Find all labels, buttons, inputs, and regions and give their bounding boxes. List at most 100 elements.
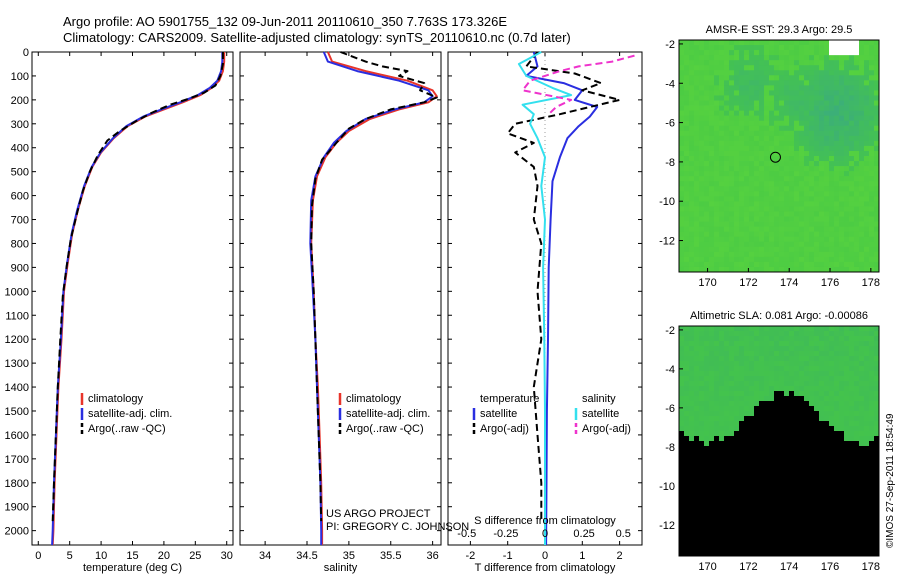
sst_map-argo-marker [769,151,781,163]
salinity-xtick-label: 36 [427,550,439,562]
difference-xlabel: T difference from climatology [475,562,616,574]
difference-series-1 [506,51,621,522]
sla_map-ytick-label: -8 [665,442,675,454]
sst_map-ytick-label: -2 [665,39,675,51]
salinity-xtick-label: 35 [343,550,355,562]
salinity-legend-label: Argo(..raw -QC) [346,423,424,435]
salinity-series-1 [309,51,434,545]
difference-x2tick-label: -0.25 [493,528,518,540]
imos-credit: ©IMOS 27-Sep-2011 18:54:49 [885,413,896,548]
sla_map-xtick-label: 170 [698,561,716,573]
difference-xtick-label: 0 [542,550,548,562]
salinity-panel: 34 34.5 35 35.5 36 salinity climatology satelli… [239,51,442,574]
sst_map-ytick-label: -10 [659,196,675,208]
sla-map-panel: Altimetric SLA: 0.081 Argo: -0.00086 170 1… [659,310,880,573]
sla_map-argo-marker [769,436,781,448]
temperature-ytick-label: 600 [11,191,29,203]
salinity-xtick-label: 34 [259,550,271,562]
pi-credit: PI: GREGORY C. JOHNSON [326,521,469,533]
salinity-series-0 [310,51,438,545]
difference-x2tick-label: 0.5 [616,528,631,540]
temperature-ytick-label: 0 [23,47,29,59]
temperature-ytick-label: 2000 [5,526,29,538]
sla_map-xtick-label: 178 [862,561,880,573]
sst_map-ytick-label: -6 [665,118,675,130]
salinity-axes-frame [239,51,442,546]
sla_map-xtick-label: 174 [780,561,798,573]
difference-xtick-label: 1 [579,550,585,562]
sst_map-grid [679,40,880,273]
temperature-ytick-label: 1900 [5,502,29,514]
sla_map-grid [679,326,880,557]
temperature-ytick-label: 1200 [5,334,29,346]
temperature-xtick-label: 5 [67,550,73,562]
temperature-xtick-label: 10 [95,550,107,562]
temperature-ytick-label: 1300 [5,358,29,370]
salinity-series-2 [310,51,438,522]
sst_map-xtick-label: 176 [821,277,839,289]
temperature-xtick-label: 15 [126,550,138,562]
sst_map-title: AMSR-E SST: 29.3 Argo: 29.5 [706,24,853,36]
difference-series-0 [525,51,599,546]
difference-x2tick-label: -0.5 [457,528,476,540]
temperature-xlabel: temperature (deg C) [83,562,182,574]
temperature-legend-label: satellite-adj. clim. [88,408,172,420]
sla_map-frame [678,325,880,557]
temperature-xtick-label: 20 [158,550,170,562]
temperature-ytick-label: 100 [11,71,29,83]
temperature-series-1 [51,52,224,546]
difference-panel: -2 -1 0 1 2T difference from climatology S di… [447,51,643,574]
sst_map-xtick-label: 178 [862,277,880,289]
sla_map-ytick-label: -10 [659,481,675,493]
difference-x2tick-label: 0.25 [573,528,594,540]
temperature-panel: 0 5 10 15 20 25 300100200300400500600700800900… [5,47,234,574]
difference-x2label: S difference from climatology [474,515,616,527]
temperature-ytick-label: 500 [11,167,29,179]
difference-legend-sal-label: Argo(-adj) [582,423,631,435]
sla_map-ytick-label: -4 [665,364,675,376]
difference-legend-sal-label: satellite [582,408,619,420]
sst_map-xtick-label: 174 [780,277,798,289]
temperature-series-2 [51,52,224,522]
salinity-xlabel: salinity [324,562,358,574]
sla_map-xtick-label: 172 [739,561,757,573]
temperature-ytick-label: 400 [11,143,29,155]
difference-legend-temp-label: satellite [480,408,517,420]
sla_map-title: Altimetric SLA: 0.081 Argo: -0.00086 [690,310,868,322]
sst_map-ytick-label: -4 [665,78,675,90]
difference-legend-heading: temperature [480,393,539,405]
salinity-xtick-label: 35.5 [380,550,401,562]
temperature-legend-label: climatology [88,393,144,405]
difference-series-3 [521,54,635,115]
sst_map-ytick-label: -8 [665,157,675,169]
figure-title-line1: Argo profile: AO 5901755_132 09-Jun-2011… [63,14,507,29]
difference-xtick-label: 2 [617,550,623,562]
difference-series-2 [517,51,573,545]
temperature-legend-label: Argo(..raw -QC) [88,423,166,435]
temperature-ytick-label: 1100 [5,310,29,322]
temperature-ytick-label: 1000 [5,286,29,298]
temperature-ytick-label: 700 [11,215,29,227]
salinity-legend-label: climatology [346,393,402,405]
temperature-series-0 [51,52,226,546]
difference-x2tick-label: 0 [542,528,548,540]
difference-xtick-label: -2 [465,550,475,562]
temperature-ytick-label: 300 [11,119,29,131]
temperature-xtick-label: 0 [35,550,41,562]
sla_map-xtick-label: 176 [821,561,839,573]
sla_map-ytick-label: -12 [659,520,675,532]
salinity-xtick-label: 34.5 [296,550,317,562]
temperature-ytick-label: 1600 [5,430,29,442]
temperature-ytick-label: 800 [11,238,29,250]
sst_map-frame [678,39,880,273]
difference-xtick-label: -1 [503,550,513,562]
temperature-ytick-label: 1800 [5,478,29,490]
difference-legend-heading: salinity [582,393,616,405]
temperature-ytick-label: 1500 [5,406,29,418]
temperature-xtick-label: 25 [189,550,201,562]
sst_map-xtick-label: 172 [739,277,757,289]
temperature-ytick-label: 900 [11,262,29,274]
salinity-legend-label: satellite-adj. clim. [346,408,430,420]
difference-legend-temp-label: Argo(-adj) [480,423,529,435]
